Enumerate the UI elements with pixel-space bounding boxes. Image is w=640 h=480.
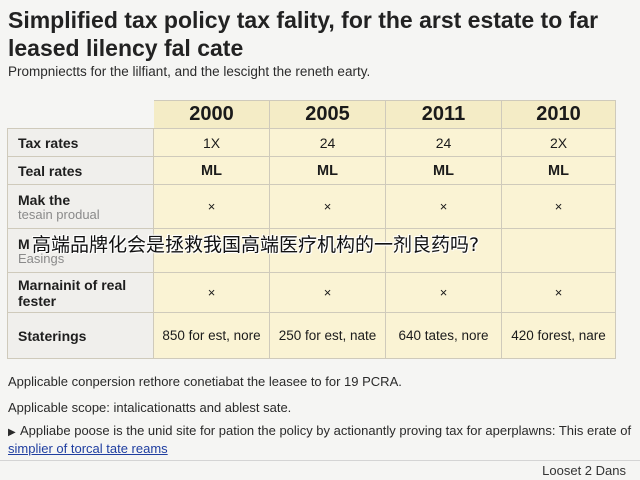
year-header: 2000 [153,100,270,129]
row-label-cell: M Easings [7,228,154,273]
row-label: M [18,235,30,252]
footer-divider [0,460,640,461]
footer-text: Looset 2 Dans [542,463,626,478]
table-cell: ML [153,156,270,185]
table-cell: × [385,184,502,229]
table-row: Tax rates 1X 24 24 2X [7,128,616,157]
table-cell: 24 [269,128,386,157]
table-cell: 850 for est, nore [153,312,270,359]
simplier-link[interactable]: simplier of torcal tate reams [8,441,168,456]
row-label: Staterings [7,312,154,359]
row-label: Teal rates [7,156,154,185]
table-cell: × [501,272,616,313]
table-row: M Easings [7,228,616,273]
table-cell: × [153,184,270,229]
year-header: 2010 [501,100,616,129]
table-row: Teal rates ML ML ML ML [7,156,616,185]
table-cell [153,228,270,273]
table-cell: 640 tates, nore [385,312,502,359]
table-cell: × [269,272,386,313]
row-sublabel: Easings [18,250,65,266]
table-cell: ML [501,156,616,185]
year-header: 2005 [269,100,386,129]
table-cell [385,228,502,273]
table-cell: × [501,184,616,229]
table-header-row: 2000 2005 2011 2010 [7,100,616,129]
table-cell: 420 forest, nare [501,312,616,359]
table-row: Staterings 850 for est, nore 250 for est… [7,312,616,359]
table-cell: 1X [153,128,270,157]
note-applicable-scope: Applicable scope: intalicationatts and a… [8,400,292,415]
table-cell: × [269,184,386,229]
bullet-arrow-icon: ▶ [8,427,16,438]
row-label: Mak the [18,191,71,208]
row-sublabel: tesain produal [18,206,100,222]
table-cell: × [153,272,270,313]
table-cell [269,228,386,273]
page-title: Simplified tax policy tax fality, for th… [8,7,599,61]
overlay-caption: 高端品牌化会是拯救我国高端医疗机构的一剂良药吗? [32,234,480,256]
table-row: Mak the tesain produal × × × × [7,184,616,229]
table-cell: ML [385,156,502,185]
year-header: 2011 [385,100,502,129]
table-cell: ML [269,156,386,185]
note-applicable-conversion: Applicable conpersion rethore conetiabat… [8,374,402,389]
table-cell [501,228,616,273]
table-cell: 250 for est, nate [269,312,386,359]
row-label: Tax rates [7,128,154,157]
table-row: Marnainit of real fester × × × × [7,272,616,313]
note-purpose-text: Appliabe poose is the unid site for pati… [20,423,632,438]
tax-rate-table: 2000 2005 2011 2010 Tax rates 1X 24 24 2… [7,100,616,359]
note-applicable-purpose: ▶ Appliabe poose is the unid site for pat… [8,423,633,457]
table-cell: 2X [501,128,616,157]
table-cell: × [385,272,502,313]
row-label-cell: Mak the tesain produal [7,184,154,229]
row-label: Marnainit of real fester [7,272,154,313]
table-cell: 24 [385,128,502,157]
page-subtitle: Prompniectts for the lilfiant, and the l… [8,64,371,79]
header-corner-cell [7,100,154,129]
